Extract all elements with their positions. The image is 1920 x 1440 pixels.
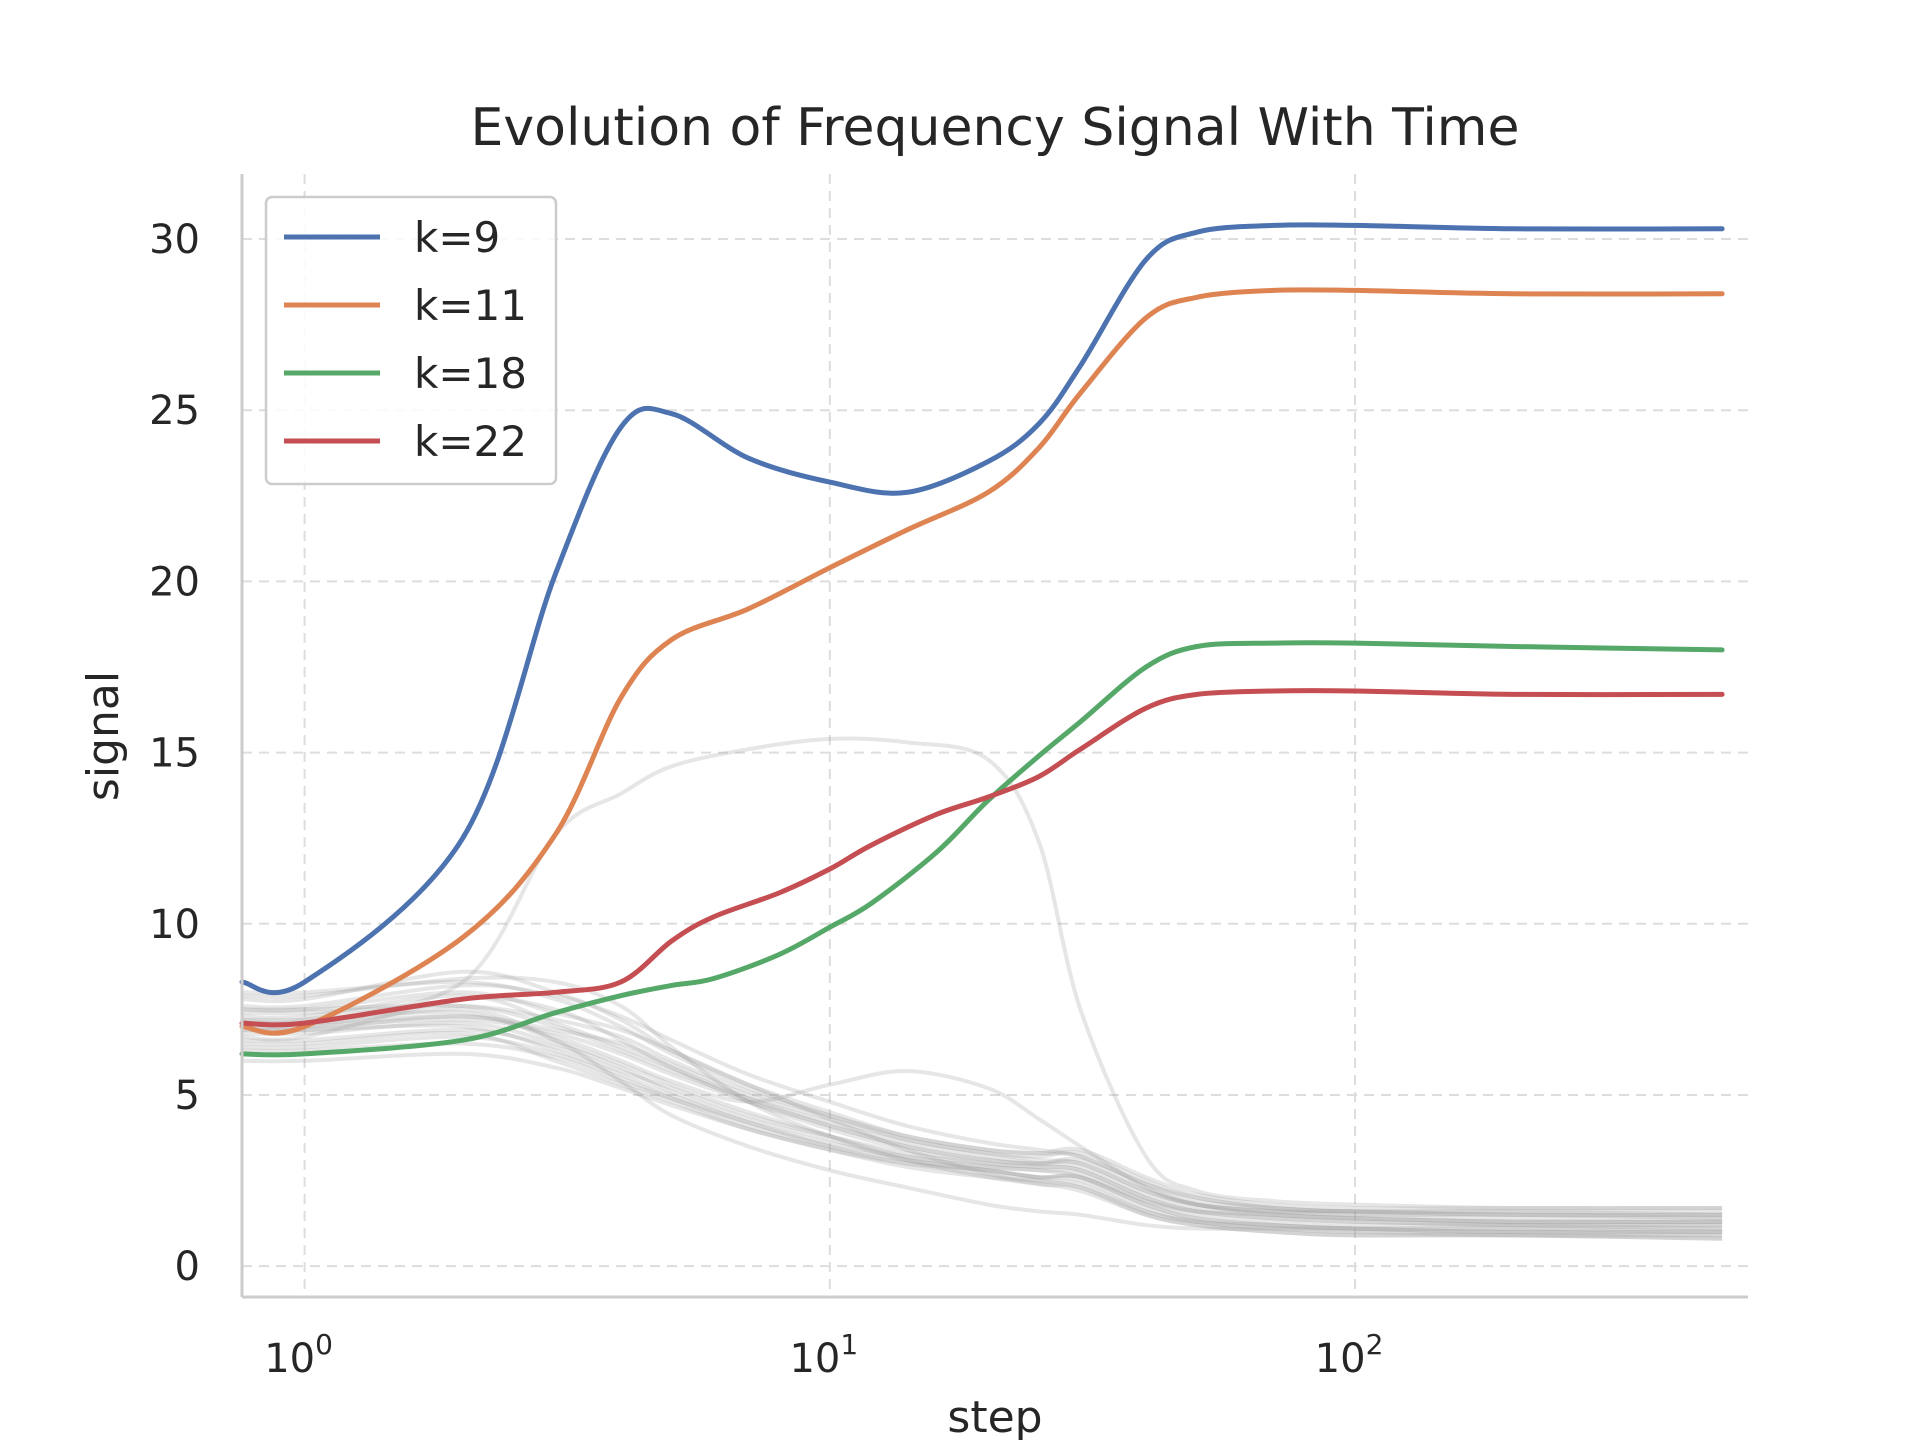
series-line-k=9 bbox=[239, 222, 1725, 996]
y-tick-label: 15 bbox=[149, 731, 200, 777]
y-tick-label: 5 bbox=[175, 1073, 200, 1119]
background-series-line bbox=[241, 969, 1723, 1217]
background-series-line bbox=[241, 1034, 1723, 1235]
y-tick-label: 20 bbox=[149, 559, 200, 605]
background-series-line bbox=[241, 993, 1723, 1218]
series-line-k=18 bbox=[239, 640, 1725, 1058]
background-series-line bbox=[241, 1003, 1723, 1211]
legend-label: k=9 bbox=[414, 213, 500, 262]
y-tick-labels: 0 5 10 15 20 25 30 bbox=[149, 217, 200, 1290]
legend: k=9 k=11 k=18 k=22 bbox=[264, 195, 558, 486]
grid bbox=[242, 174, 1748, 1297]
highlighted-series bbox=[239, 222, 1725, 1058]
x-axis-label: step bbox=[947, 1392, 1042, 1440]
x-tick-label: 102 bbox=[1315, 1328, 1384, 1382]
background-series bbox=[241, 736, 1723, 1241]
background-series-line bbox=[241, 1017, 1723, 1224]
series-line-k=22 bbox=[239, 688, 1725, 1028]
background-series-line bbox=[241, 1030, 1723, 1238]
background-series-line bbox=[241, 1023, 1723, 1241]
x-tick-labels: 100 101 102 bbox=[264, 1328, 1383, 1382]
y-tick-label: 30 bbox=[149, 217, 200, 263]
background-series-line bbox=[241, 1014, 1723, 1218]
background-series-line bbox=[241, 1041, 1723, 1228]
y-axis-label: signal bbox=[78, 671, 129, 801]
axes bbox=[240, 174, 1748, 1299]
chart-title: Evolution of Frequency Signal With Time bbox=[471, 98, 1520, 158]
legend-box bbox=[264, 195, 558, 486]
background-series-line bbox=[241, 975, 1723, 1241]
background-series-line bbox=[241, 1010, 1723, 1235]
background-series-line bbox=[241, 1020, 1723, 1238]
background-series-line bbox=[241, 1027, 1723, 1231]
series-line-k=11 bbox=[239, 287, 1725, 1036]
legend-label: k=18 bbox=[414, 349, 527, 398]
legend-label: k=11 bbox=[414, 281, 527, 330]
background-series-line bbox=[241, 1051, 1723, 1224]
background-series-line bbox=[241, 995, 1723, 1228]
legend-label: k=22 bbox=[414, 417, 527, 466]
background-series-line bbox=[241, 1007, 1723, 1231]
background-series-line bbox=[241, 990, 1723, 1234]
y-tick-label: 0 bbox=[175, 1244, 200, 1290]
x-tick-label: 101 bbox=[789, 1328, 858, 1382]
background-series-line bbox=[241, 736, 1723, 1211]
background-series-line bbox=[241, 1014, 1723, 1221]
x-tick-label: 100 bbox=[264, 1328, 333, 1382]
y-tick-label: 25 bbox=[149, 388, 200, 434]
y-tick-label: 10 bbox=[149, 902, 200, 948]
